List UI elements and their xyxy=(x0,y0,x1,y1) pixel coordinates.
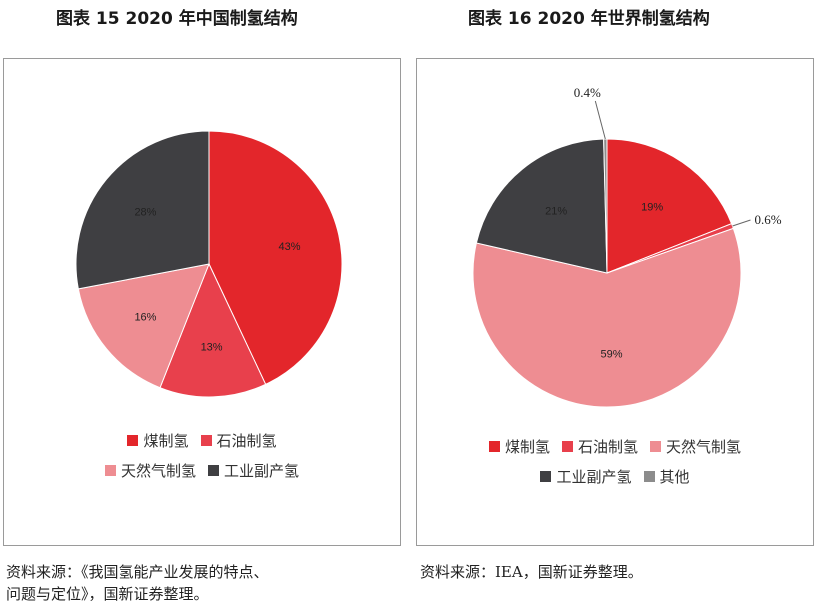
china-data-label-1: 13% xyxy=(201,341,223,353)
china-legend-swatch xyxy=(104,465,116,476)
china-pie-slice-2 xyxy=(77,263,210,389)
world-legend-label: 工业副产氢 xyxy=(556,468,632,486)
world-data-label-3: 21% xyxy=(545,206,567,218)
china-legend-swatch xyxy=(200,435,212,446)
world-legend-swatch xyxy=(540,471,552,482)
china-data-label-0: 43% xyxy=(278,241,300,253)
world-pie-slice-0 xyxy=(606,138,733,274)
china-data-label-2: 16% xyxy=(134,312,156,324)
world-leader-line-4 xyxy=(594,100,606,140)
world-legend-label: 天然气制氢 xyxy=(666,438,742,456)
world-legend-item: 天然气制氢 xyxy=(650,436,741,457)
china-legend-row: 煤制氢 石油制氢 xyxy=(4,430,400,451)
china-chart-panel: 43% 13% 16% 28% 煤制氢 石油制氢天然气制氢 工业副产氢 xyxy=(3,58,401,546)
world-legend-label: 煤制氢 xyxy=(504,438,550,456)
world-legend-swatch xyxy=(643,471,655,482)
right-source-note: 资料来源：IEA，国新证券整理。 xyxy=(420,563,643,581)
world-pie-slice-4 xyxy=(603,138,608,274)
left-source-line2: 问题与定位》，国新证券整理。 xyxy=(6,585,209,603)
china-legend-item: 工业副产氢 xyxy=(208,460,299,481)
china-legend-swatch xyxy=(208,465,219,476)
china-legend-label: 煤制氢 xyxy=(143,432,189,450)
world-data-label-4: 0.4% xyxy=(574,85,601,100)
world-legend-label: 石油制氢 xyxy=(577,438,638,456)
world-pie-chart: 19% 0.6% 59% 21% 0.4% xyxy=(472,85,782,408)
world-legend-item: 其他 xyxy=(643,466,690,487)
world-legend-swatch xyxy=(561,441,573,452)
china-data-label-3: 28% xyxy=(134,206,156,218)
world-leader-line-1 xyxy=(732,219,751,227)
world-legend-row: 煤制氢 石油制氢 天然气制氢 xyxy=(417,436,813,457)
world-legend-item: 石油制氢 xyxy=(561,436,638,457)
world-data-label-0: 19% xyxy=(641,202,663,214)
china-legend-item: 天然气制氢 xyxy=(104,460,196,481)
china-legend-swatch xyxy=(127,435,139,446)
world-legend-item: 工业副产氢 xyxy=(540,466,632,487)
left-source-note: 资料来源：《我国氢能产业发展的特点、 问题与定位》，国新证券整理。 xyxy=(6,561,269,605)
world-data-label-1: 0.6% xyxy=(754,212,781,227)
china-pie-chart: 43% 13% 16% 28% xyxy=(75,130,343,398)
world-legend-swatch xyxy=(488,441,500,452)
right-chart-title: 图表 16 2020 年世界制氢结构 xyxy=(468,9,710,29)
china-legend-label: 天然气制氢 xyxy=(120,462,196,480)
left-source-line1: 资料来源：《我国氢能产业发展的特点、 xyxy=(6,563,269,581)
china-pie-slice-1 xyxy=(159,262,267,398)
world-legend-row: 工业副产氢 其他 xyxy=(417,466,813,487)
world-legend: 煤制氢 石油制氢 天然气制氢工业副产氢 其他 xyxy=(417,436,813,496)
world-data-label-2: 59% xyxy=(601,348,623,360)
world-legend-label: 其他 xyxy=(659,468,690,486)
world-pie-slice-2 xyxy=(472,227,742,408)
world-chart-panel: 19% 0.6% 59% 21% 0.4% 煤制氢 石油制氢 天然气制氢工业副产氢 其他 xyxy=(416,58,814,546)
china-legend-item: 煤制氢 xyxy=(127,430,189,451)
china-legend-label: 石油制氢 xyxy=(216,432,277,450)
china-legend-item: 石油制氢 xyxy=(200,430,277,451)
china-legend-label: 工业副产氢 xyxy=(224,462,300,480)
china-pie-slice-0 xyxy=(208,130,343,386)
china-pie-slice-3 xyxy=(75,130,210,290)
china-legend-row: 天然气制氢 工业副产氢 xyxy=(4,460,400,481)
world-pie-slice-3 xyxy=(475,138,608,274)
world-legend-swatch xyxy=(650,441,661,452)
world-legend-item: 煤制氢 xyxy=(488,436,550,457)
china-legend: 煤制氢 石油制氢天然气制氢 工业副产氢 xyxy=(4,430,400,490)
left-chart-title: 图表 15 2020 年中国制氢结构 xyxy=(56,9,298,29)
